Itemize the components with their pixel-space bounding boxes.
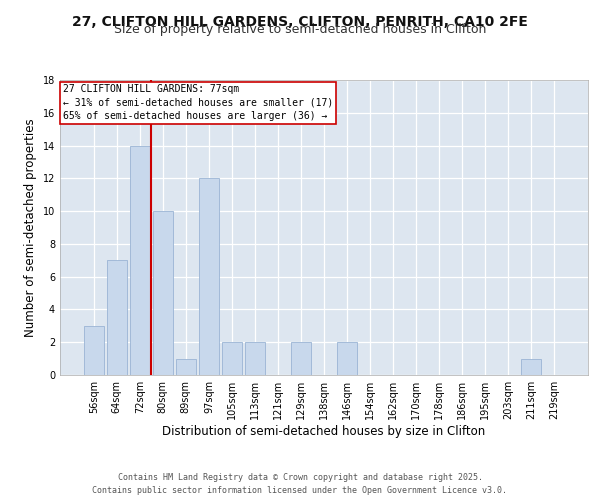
Bar (176, 358, 196, 375)
Text: Contains HM Land Registry data © Crown copyright and database right 2025.
Contai: Contains HM Land Registry data © Crown c… (92, 474, 508, 495)
Text: Size of property relative to semi-detached houses in Clifton: Size of property relative to semi-detach… (114, 22, 486, 36)
X-axis label: Distribution of semi-detached houses by size in Clifton: Distribution of semi-detached houses by … (163, 424, 485, 438)
Text: 27, CLIFTON HILL GARDENS, CLIFTON, PENRITH, CA10 2FE: 27, CLIFTON HILL GARDENS, CLIFTON, PENRI… (72, 15, 528, 29)
Y-axis label: Number of semi-detached properties: Number of semi-detached properties (24, 118, 37, 337)
Bar (84, 326, 104, 375)
Bar (130, 146, 149, 375)
Bar (153, 211, 173, 375)
Bar (521, 358, 541, 375)
Text: 27 CLIFTON HILL GARDENS: 77sqm
← 31% of semi-detached houses are smaller (17)
65: 27 CLIFTON HILL GARDENS: 77sqm ← 31% of … (62, 84, 333, 121)
Bar (291, 342, 311, 375)
Bar (199, 178, 218, 375)
Bar (107, 260, 127, 375)
Bar (337, 342, 357, 375)
Bar (222, 342, 242, 375)
Bar (245, 342, 265, 375)
